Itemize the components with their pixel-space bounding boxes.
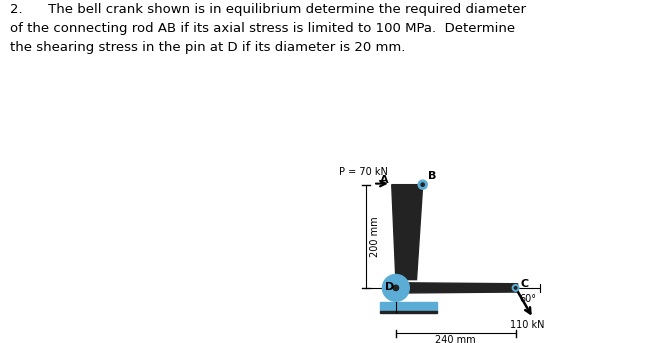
Text: 240 mm: 240 mm (436, 335, 476, 343)
Text: C: C (520, 279, 528, 289)
Circle shape (421, 183, 424, 186)
Text: D: D (385, 282, 394, 292)
Circle shape (515, 287, 517, 289)
Text: B: B (428, 172, 436, 181)
Circle shape (393, 285, 398, 291)
Text: 60°: 60° (520, 294, 537, 304)
Text: 2.      The bell crank shown is in equilibrium determine the required diameter
o: 2. The bell crank shown is in equilibriu… (10, 3, 526, 54)
Polygon shape (392, 185, 422, 280)
Polygon shape (380, 311, 437, 313)
Text: 110 kN: 110 kN (510, 320, 544, 330)
Circle shape (418, 180, 427, 189)
Circle shape (513, 285, 519, 291)
Polygon shape (396, 283, 518, 293)
Text: 200 mm: 200 mm (370, 216, 381, 257)
Polygon shape (380, 302, 437, 311)
Text: P = 70 kN: P = 70 kN (340, 167, 389, 177)
Text: A: A (380, 175, 389, 185)
Circle shape (383, 274, 409, 301)
